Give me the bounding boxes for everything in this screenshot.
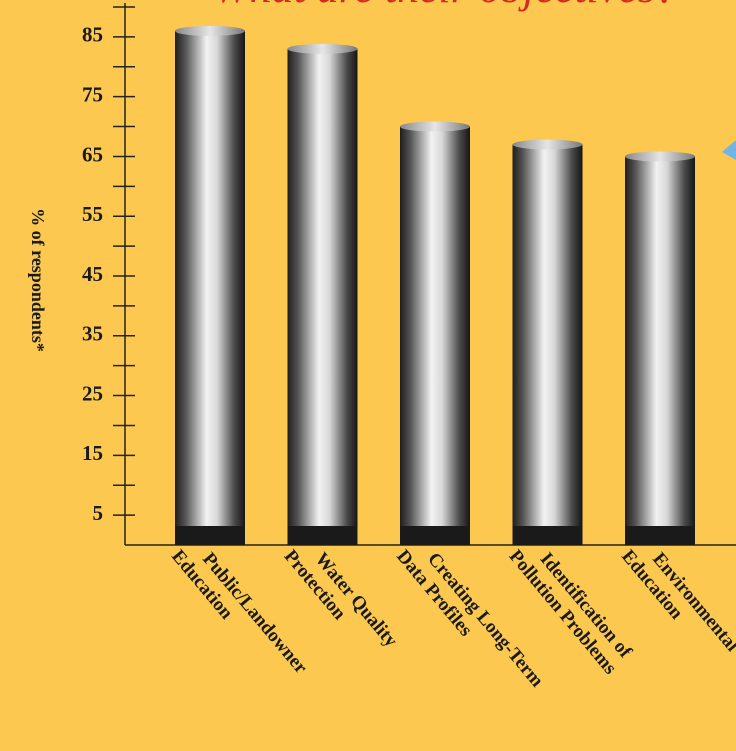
bar (625, 156, 695, 545)
bar-base (512, 526, 583, 545)
y-tick-label: 25 (82, 381, 103, 405)
bar-cap (175, 25, 245, 36)
y-tick-label: 85 (82, 23, 103, 47)
bar-cap (512, 139, 583, 150)
bar-cap (400, 121, 470, 132)
y-tick-label: 65 (82, 142, 103, 166)
x-tick-label: EnvironmentalEducation (617, 532, 736, 670)
bar-base (175, 526, 245, 545)
bar-base (287, 526, 358, 545)
y-tick-label: 35 (82, 322, 103, 346)
bar-cap (287, 43, 358, 54)
bar-base (400, 526, 470, 545)
y-axis-label: % of respondents* (28, 208, 48, 352)
x-tick-label: Water QualityProtection (280, 532, 402, 666)
bar (512, 144, 583, 545)
bar (400, 126, 470, 546)
y-tick-label: 45 (82, 262, 103, 286)
arrow-decoration (722, 140, 736, 160)
y-tick-label: 75 (82, 82, 103, 106)
y-tick-label: 55 (82, 202, 103, 226)
bar (175, 30, 245, 545)
bar-base (625, 526, 695, 545)
bar (287, 48, 358, 545)
chart-title: What are their objectives? (213, 0, 677, 12)
y-tick-label: 5 (93, 501, 104, 525)
bar-cap (625, 151, 695, 162)
y-tick-label: 15 (82, 441, 103, 465)
